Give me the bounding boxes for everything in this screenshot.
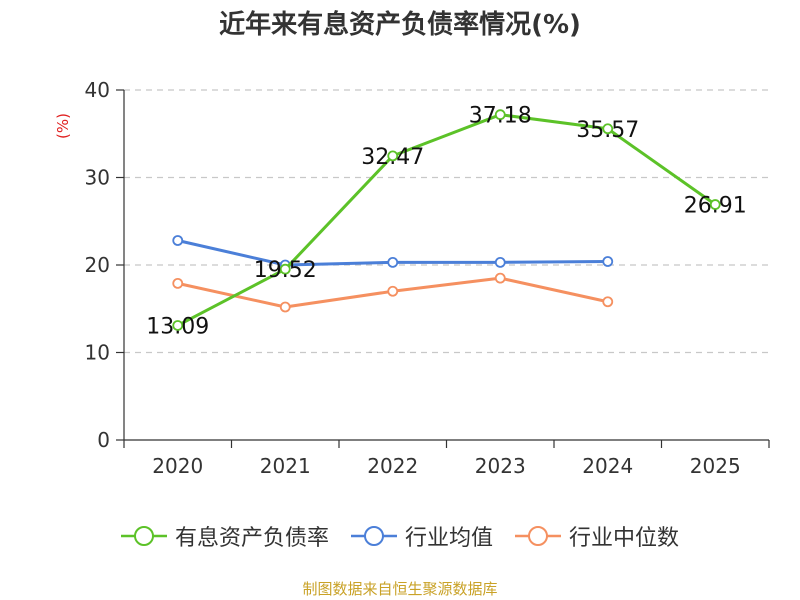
data-point (602, 256, 614, 267)
data-point (709, 199, 721, 210)
data-point (602, 296, 614, 308)
data-point (279, 263, 291, 275)
data-point (494, 256, 506, 268)
y-tick-label: 0 (97, 428, 110, 452)
legend-marker (133, 526, 154, 546)
x-tick-label: 2020 (152, 454, 203, 478)
data-label: 35.57 (576, 118, 639, 143)
data-label: 32.47 (361, 145, 424, 170)
y-tick-label: 10 (85, 341, 110, 365)
data-point (387, 150, 399, 162)
x-tick-label: 2023 (475, 454, 526, 478)
x-tick-label: 2021 (260, 454, 311, 478)
data-label: 26.91 (684, 194, 747, 219)
data-point (602, 123, 614, 135)
legend-label: 行业中位数 (569, 526, 680, 551)
data-point (387, 285, 399, 297)
legend-item: 行业中位数 (515, 520, 679, 552)
y-tick-label: 40 (85, 78, 110, 102)
data-label: 37.18 (469, 104, 532, 129)
y-tick-label: 20 (85, 253, 110, 277)
data-label: 13.09 (146, 314, 209, 339)
y-tick-label: 30 (85, 166, 110, 190)
chart-title: 近年来有息资产负债率情况(%) (219, 10, 581, 40)
data-point (494, 109, 506, 121)
legend-item: 行业均值 (350, 520, 493, 552)
legend-label: 行业均值 (404, 526, 493, 551)
x-tick-label: 2025 (690, 454, 741, 478)
legend-marker (363, 526, 384, 546)
legend-item: 有息资产负债率 (120, 520, 329, 552)
legend-swatch-icon (350, 526, 397, 546)
legend-swatch-icon (515, 526, 561, 546)
legend: 有息资产负债率 行业均值 行业中位数 (0, 518, 800, 554)
x-tick-label: 2022 (367, 454, 418, 478)
series-line (177, 113, 717, 327)
legend-marker (528, 526, 548, 546)
legend-label: 有息资产负债率 (174, 526, 329, 551)
data-point (387, 256, 399, 268)
x-tick-label: 2024 (582, 454, 633, 478)
y-axis-unit-label: (%) (54, 113, 72, 139)
source-note: 制图数据来自恒生聚源数据库 (302, 580, 498, 598)
data-point (494, 272, 506, 284)
data-point (172, 320, 184, 331)
data-point (172, 277, 184, 289)
legend-swatch-icon (120, 526, 167, 546)
data-point (279, 301, 291, 313)
data-point (172, 235, 184, 246)
data-label: 19.52 (254, 258, 317, 283)
chart-plot: (%) 0 10 20 30 40 2020 2021 2022 2023 2024 2025 13… (54, 78, 770, 478)
